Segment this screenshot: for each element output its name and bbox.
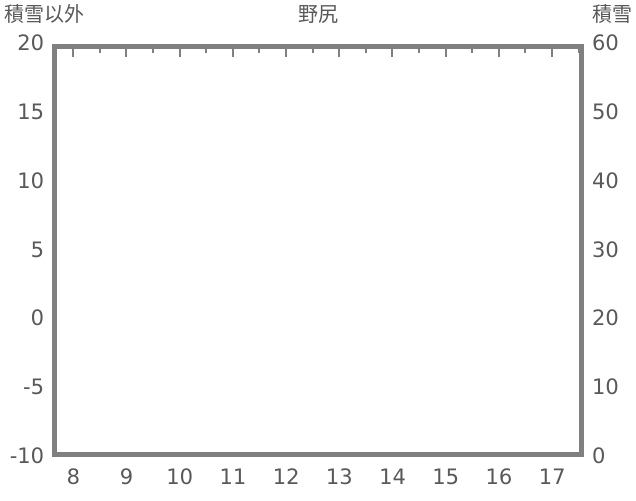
y-right-tick-label: 60 — [592, 31, 619, 55]
x-tick-label: 11 — [219, 465, 247, 489]
y-right-tick-label: 30 — [592, 237, 619, 262]
x-tick-label: 13 — [325, 465, 353, 489]
y-left-tick-label: -5 — [23, 375, 44, 400]
top-tick-major — [231, 44, 234, 57]
x-tick-label: 12 — [272, 465, 300, 489]
x-tick-label: 8 — [66, 465, 80, 489]
top-tick-minor — [258, 44, 261, 53]
x-tick-label: 15 — [432, 465, 460, 489]
top-tick-major — [338, 44, 341, 57]
y-left-tick-label: -10 — [9, 444, 44, 468]
y-right-tick-label: 0 — [592, 444, 606, 468]
y-left-tick-label: 15 — [17, 99, 44, 124]
x-tick-label: 16 — [485, 465, 513, 489]
top-tick-major — [444, 44, 447, 57]
x-tick-label: 10 — [166, 465, 194, 489]
top-tick-major — [391, 44, 394, 57]
plot-area — [52, 44, 584, 457]
y-right-tick-label: 40 — [592, 168, 619, 193]
top-tick-minor — [311, 44, 314, 53]
x-tick-label: 14 — [379, 465, 406, 489]
top-tick-major — [285, 44, 288, 57]
x-tick-label: 9 — [119, 465, 134, 489]
top-tick-major — [125, 44, 128, 57]
plot-frame — [52, 44, 584, 457]
top-tick-minor — [471, 44, 474, 53]
top-tick-minor — [577, 44, 580, 53]
x-tick-label: 17 — [538, 465, 566, 489]
top-tick-minor — [152, 44, 155, 53]
top-tick-minor — [524, 44, 527, 53]
y-right-tick-label: 10 — [592, 375, 619, 400]
y-left-tick-label: 20 — [17, 31, 44, 55]
top-tick-minor — [418, 44, 421, 53]
y-left-tick-label: 0 — [30, 306, 44, 331]
y-left-tick-label: 5 — [30, 237, 44, 262]
y-right-tick-label: 20 — [592, 306, 619, 331]
top-tick-major — [178, 44, 181, 57]
top-tick-major — [497, 44, 500, 57]
left-axis-title: 積雪以外 — [4, 2, 84, 26]
top-tick-minor — [205, 44, 208, 53]
chart-title: 野尻 — [298, 2, 338, 26]
top-tick-minor — [364, 44, 367, 53]
top-tick-major — [551, 44, 554, 57]
top-tick-minor — [98, 44, 101, 53]
top-tick-major — [72, 44, 75, 57]
y-left-tick-label: 10 — [17, 168, 44, 193]
right-axis-title: 積雪 — [592, 2, 632, 26]
y-right-tick-label: 50 — [592, 99, 619, 124]
